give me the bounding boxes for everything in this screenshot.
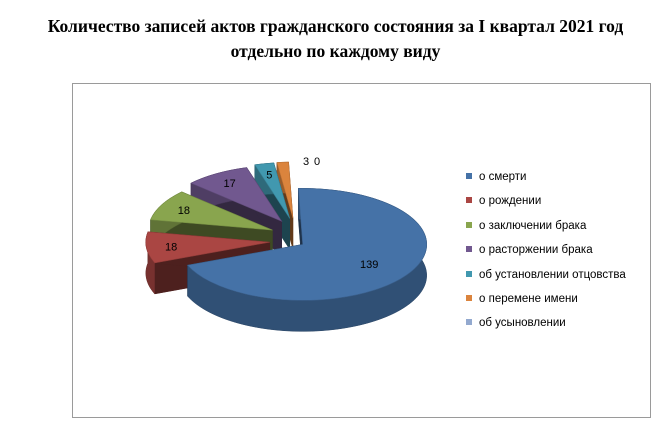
legend-swatch-4 [466,270,472,277]
data-label-4: 5 [266,170,272,182]
legend-label-6: об усыновлении [479,317,566,330]
legend-label-3: о расторжении брака [479,244,593,257]
legend-label-1: о рождении [479,195,542,208]
legend-item-5: о перемене имени [466,292,578,306]
data-label-2: 18 [178,205,190,217]
legend-label-0: о смерти [479,171,527,183]
pie-chart: 139 18 18 17 5 3 0 [145,156,427,332]
legend-swatch-5 [466,294,472,301]
legend-item-4: об установлении отцовства [466,268,626,282]
legend-swatch-0 [466,172,472,179]
data-label-5: 3 [303,156,309,168]
legend-label-5: о перемене имени [479,293,578,305]
chart-title: Количество записей актов гражданского со… [0,14,671,64]
data-label-0: 139 [360,259,378,271]
legend-item-2: о заключении брака [466,219,586,233]
legend-label-4: об установлении отцовства [479,268,626,281]
legend-swatch-1 [466,197,472,204]
legend-item-6: об усыновлении [466,316,566,330]
legend-item-3: о расторжении брака [466,243,593,257]
legend-swatch-3 [466,246,472,253]
pie-slice-5 [276,161,294,219]
legend-item-0: о смерти [466,170,526,184]
pie-slice-2 [150,191,273,231]
chart-title-line-1: Количество записей актов гражданского со… [47,16,624,36]
data-label-6: 0 [314,156,320,168]
chart-title-line-2: отдельно по каждому виду [230,41,441,61]
pie-slice-1 [145,231,270,264]
pie-slice-0 [186,188,427,301]
legend-label-2: о заключении брака [479,219,587,232]
data-label-3: 17 [223,178,235,190]
legend-swatch-6 [466,319,472,326]
pie-slice-4 [254,162,291,219]
data-label-1: 18 [165,242,177,254]
pie-slice-3 [190,167,283,222]
legend-swatch-2 [466,221,472,228]
legend-item-1: о рождении [466,194,541,208]
